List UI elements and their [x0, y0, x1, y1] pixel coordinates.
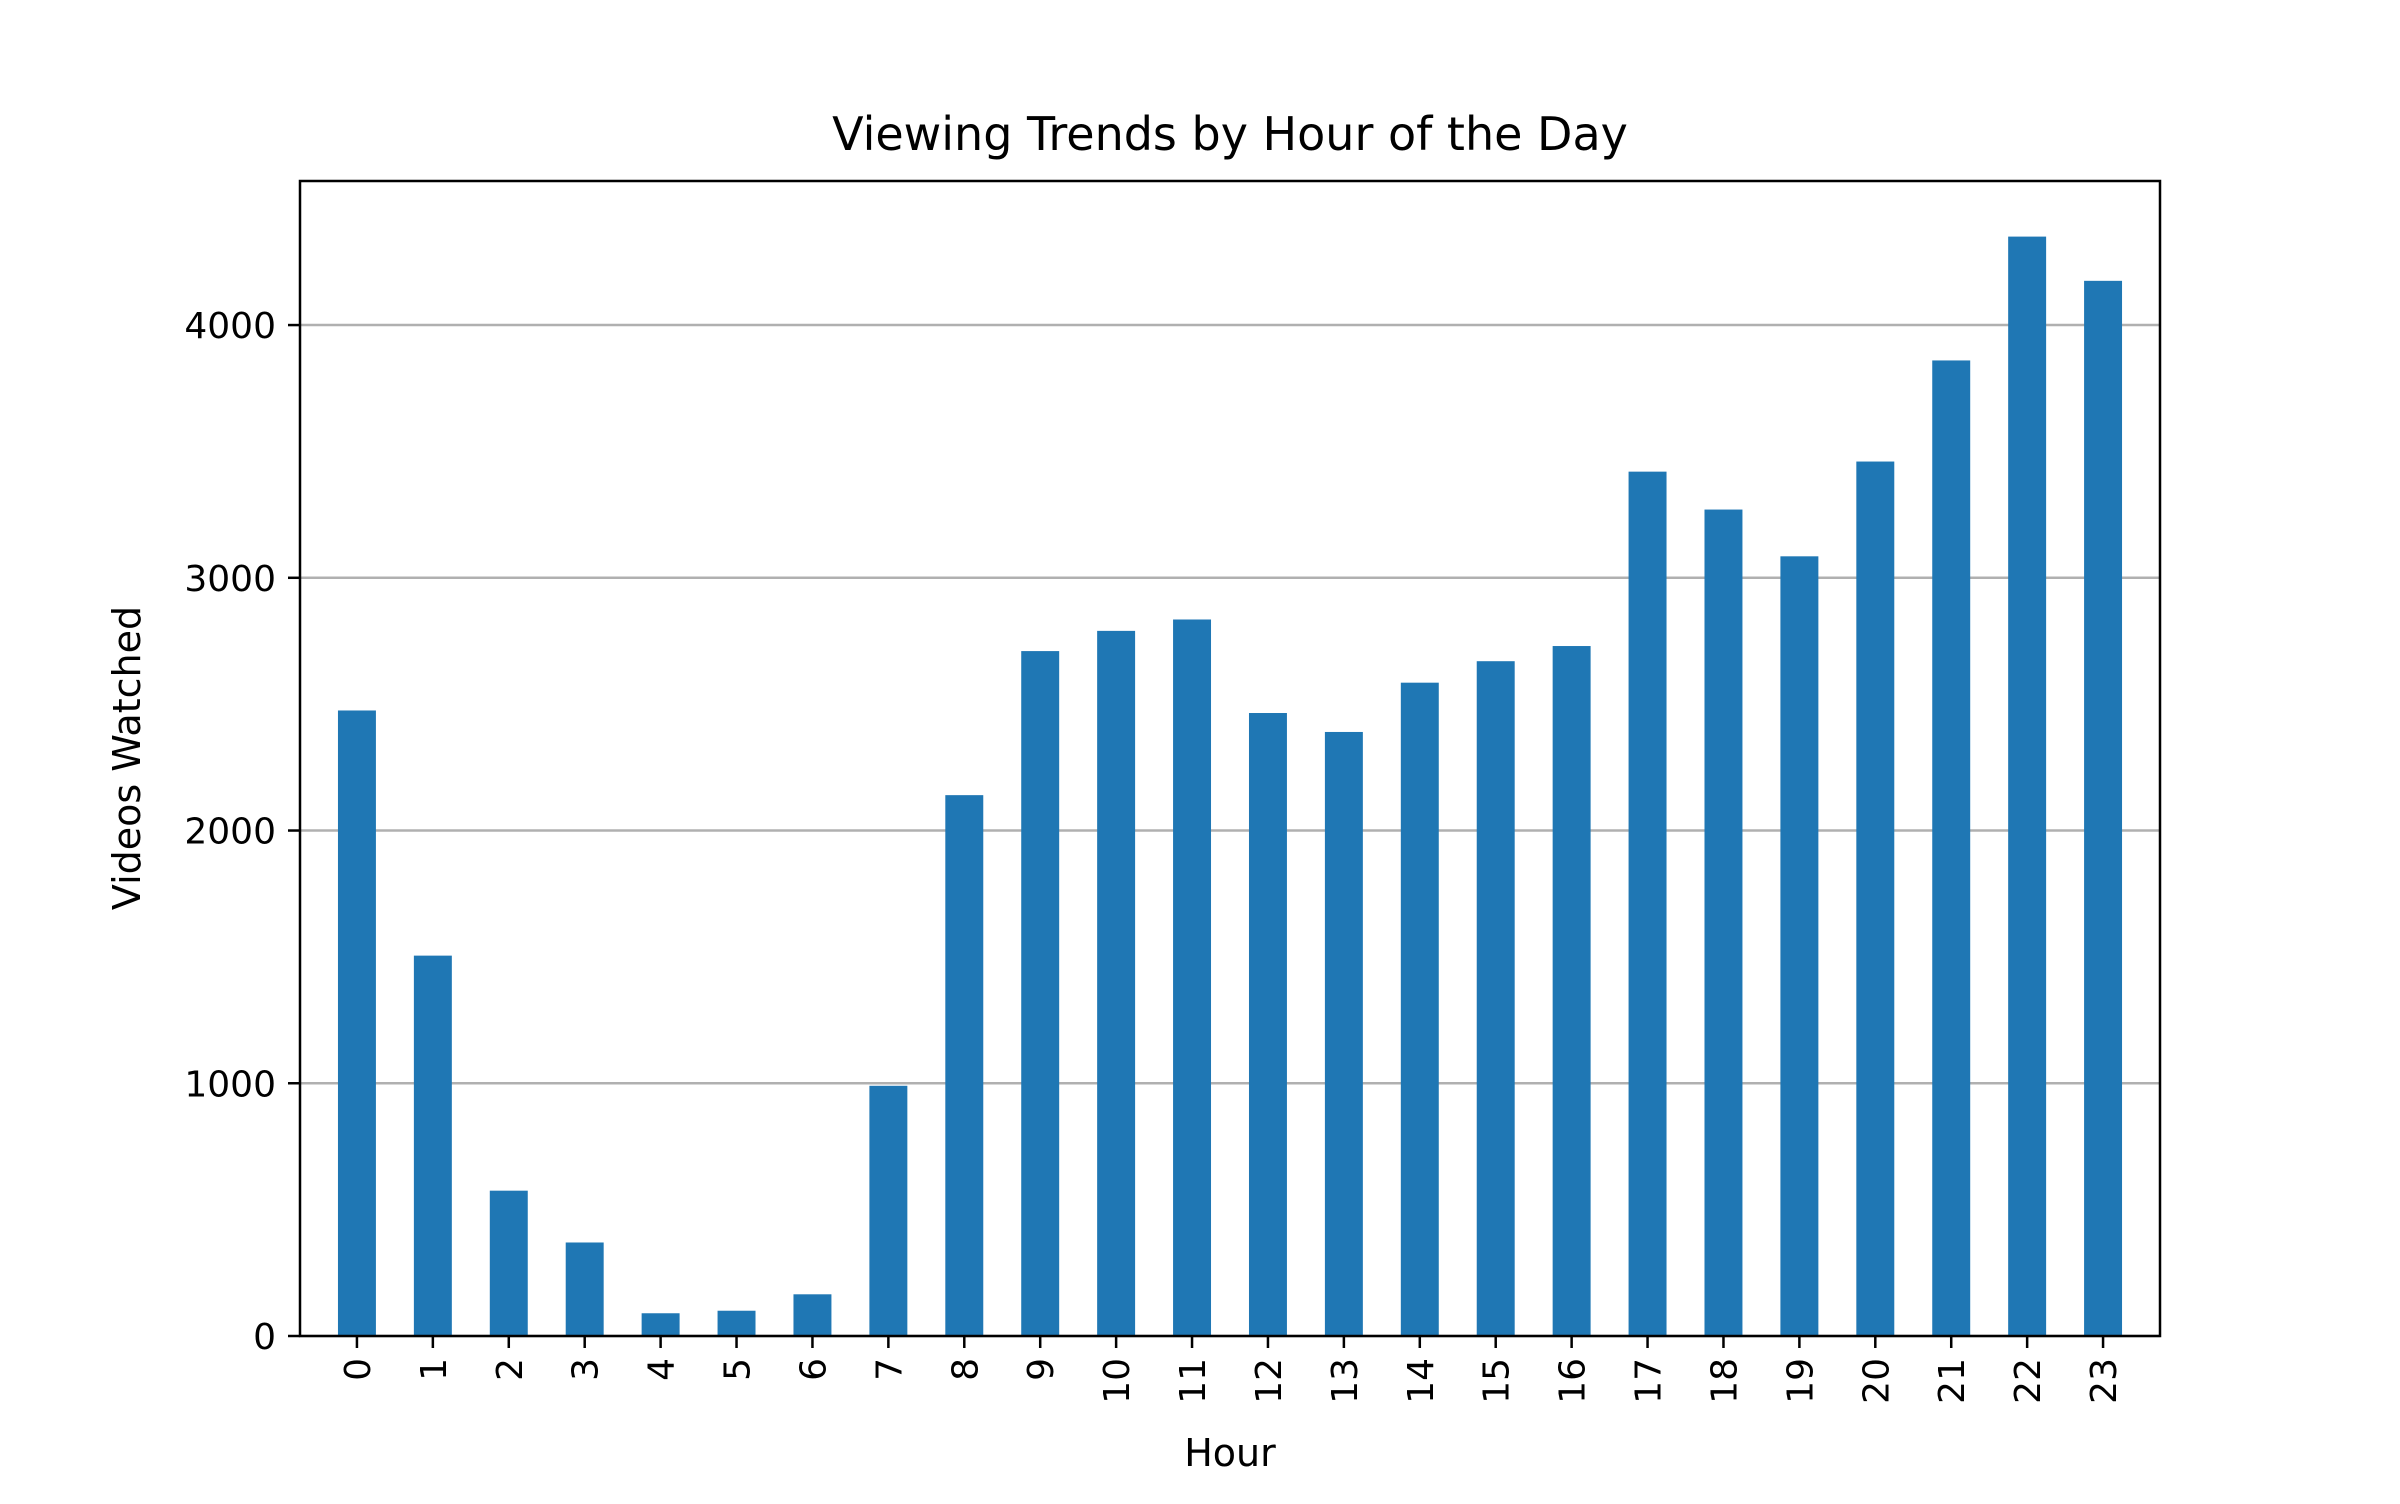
x-tick-label: 3 [566, 1358, 607, 1381]
bar-hour-9 [1021, 651, 1060, 1336]
bar-hour-16 [1552, 646, 1591, 1336]
bar-hour-20 [1856, 461, 1895, 1336]
plot-frame [298, 179, 2162, 1338]
x-tick-label: 4 [642, 1358, 683, 1381]
x-tick-label: 6 [793, 1358, 834, 1381]
x-tick-label: 16 [1553, 1358, 1594, 1404]
bar-hour-1 [413, 955, 452, 1336]
bar-hour-5 [717, 1310, 756, 1336]
bar-hour-18 [1704, 509, 1743, 1336]
x-tick-label: 19 [1780, 1358, 1821, 1404]
bar-hour-2 [489, 1190, 528, 1336]
y-tick-label: 3000 [184, 559, 276, 600]
x-tick-label: 15 [1477, 1358, 1518, 1404]
x-tick-label: 21 [1932, 1358, 1973, 1404]
y-tick-label: 0 [253, 1317, 276, 1358]
bar-hour-4 [641, 1313, 680, 1336]
bars [337, 236, 2123, 1336]
x-tick-label: 1 [414, 1358, 455, 1381]
x-tick-label: 11 [1173, 1358, 1214, 1404]
bar-hour-21 [1932, 360, 1971, 1336]
bar-hour-11 [1173, 619, 1212, 1336]
y-axis-ticks: 0 1000 2000 3000 4000 [184, 306, 300, 1358]
x-tick-label: 20 [1856, 1358, 1897, 1404]
y-axis-label: Videos Watched [105, 606, 149, 910]
x-tick-label: 22 [2008, 1358, 2049, 1404]
bar-hour-0 [337, 710, 376, 1336]
x-tick-label: 18 [1704, 1358, 1745, 1404]
bar-hour-17 [1628, 471, 1667, 1336]
x-tick-label: 5 [718, 1358, 759, 1381]
x-tick-label: 17 [1629, 1358, 1670, 1404]
bar-hour-8 [945, 795, 984, 1336]
bar-hour-22 [2008, 236, 2047, 1336]
x-tick-label: 7 [869, 1358, 910, 1381]
y-tick-label: 2000 [184, 812, 276, 853]
bar-hour-23 [2084, 280, 2123, 1336]
x-tick-label: 13 [1325, 1358, 1366, 1404]
x-tick-label: 9 [1021, 1358, 1062, 1381]
chart-title: Viewing Trends by Hour of the Day [832, 107, 1628, 161]
x-tick-label: 10 [1097, 1358, 1138, 1404]
x-axis-ticks: 0 1 2 3 4 5 6 7 8 9 10 11 12 13 14 15 16 17 18 19 20 21 22 23 [338, 1336, 2125, 1404]
x-tick-label: 2 [490, 1358, 531, 1381]
bar-hour-13 [1324, 731, 1363, 1336]
x-axis-label: Hour [1184, 1431, 1276, 1475]
bar-hour-7 [869, 1085, 908, 1336]
y-tick-label: 1000 [184, 1064, 276, 1105]
bar-hour-14 [1400, 682, 1439, 1336]
bar-hour-6 [793, 1294, 832, 1336]
bar-hour-19 [1780, 556, 1819, 1336]
x-tick-label: 12 [1249, 1358, 1290, 1404]
y-tick-label: 4000 [184, 306, 276, 347]
bar-hour-15 [1476, 661, 1515, 1336]
x-tick-label: 14 [1401, 1358, 1442, 1404]
x-tick-label: 8 [945, 1358, 986, 1381]
bar-hour-10 [1097, 630, 1136, 1336]
x-tick-label: 23 [2084, 1358, 2125, 1404]
bar-hour-12 [1248, 713, 1287, 1336]
x-tick-label: 0 [338, 1358, 379, 1381]
bar-hour-3 [565, 1242, 604, 1336]
